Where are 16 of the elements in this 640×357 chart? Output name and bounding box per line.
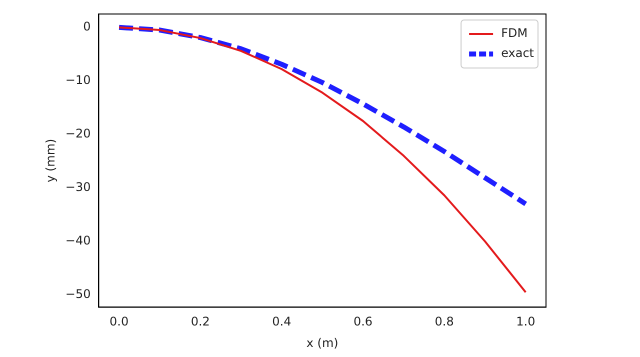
y-tick-label: −50 bbox=[65, 287, 91, 302]
x-tick-label: 0.8 bbox=[434, 314, 454, 329]
x-tick-label: 0.0 bbox=[110, 314, 129, 329]
y-tick-label: −10 bbox=[65, 73, 91, 88]
x-axis-title: x (m) bbox=[306, 336, 338, 350]
y-axis-title: y (mm) bbox=[43, 138, 58, 182]
x-tick-label: 0.2 bbox=[190, 314, 210, 329]
y-tick-label: 0 bbox=[83, 20, 91, 34]
y-tick-label: −30 bbox=[65, 180, 91, 194]
y-tick-label: −40 bbox=[65, 234, 91, 248]
y-tick-label: −20 bbox=[65, 126, 91, 141]
x-tick-label: 0.4 bbox=[272, 314, 292, 329]
x-tick-label: 1.0 bbox=[516, 314, 536, 329]
x-tick-label: 0.6 bbox=[353, 314, 373, 329]
legend-label: exact bbox=[501, 46, 534, 60]
legend-label: FDM bbox=[501, 26, 528, 40]
